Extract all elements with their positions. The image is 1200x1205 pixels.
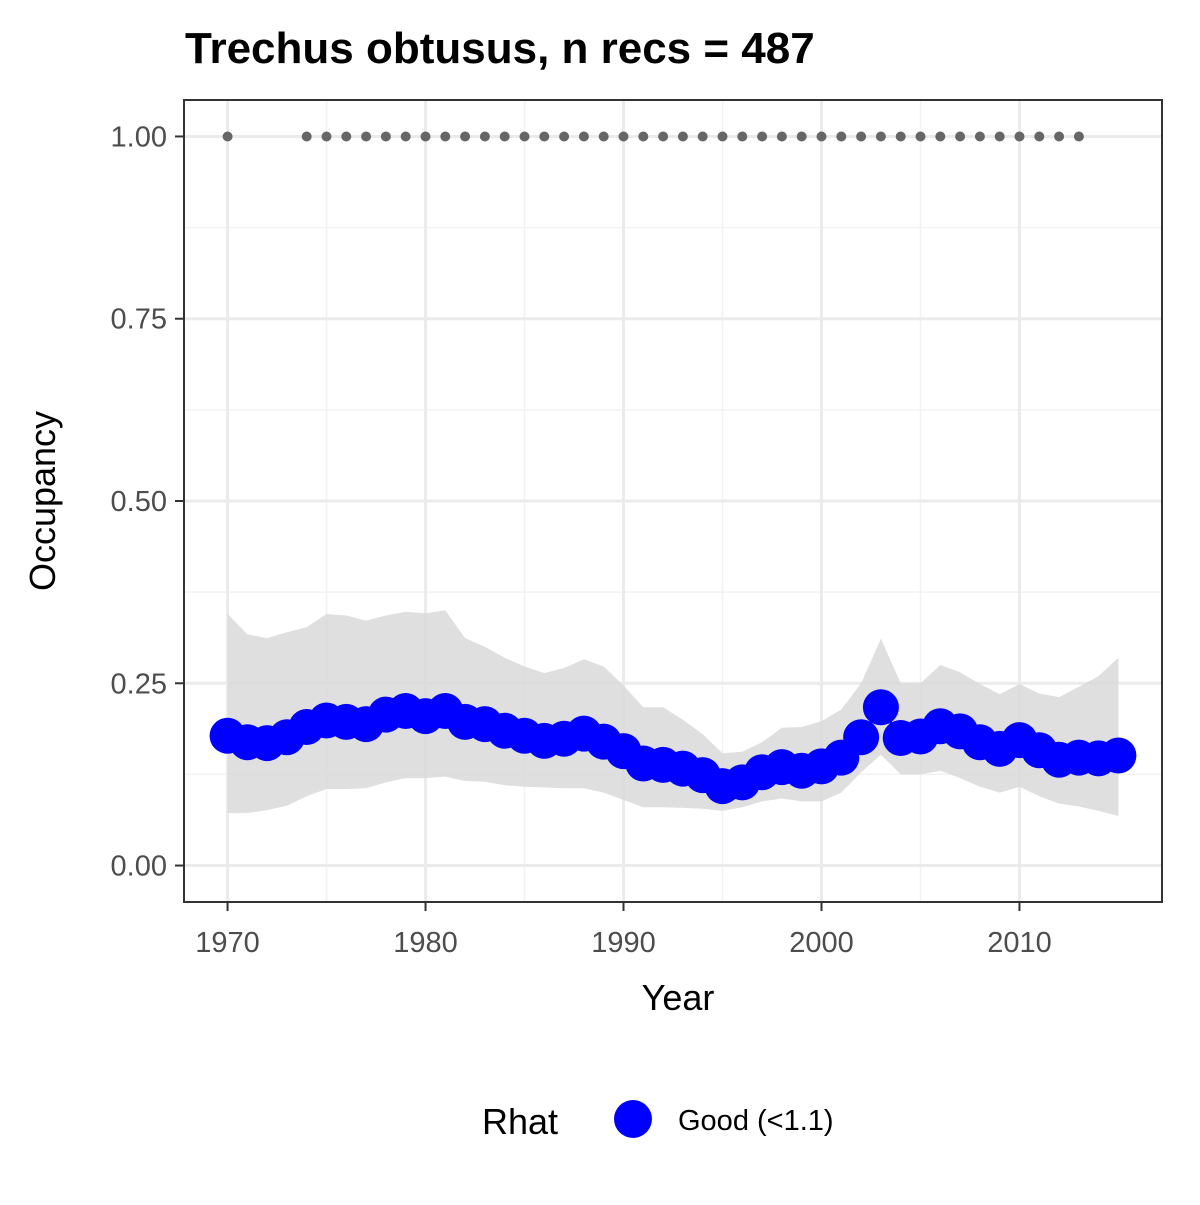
record-point [816,131,827,142]
occupancy-point [862,689,899,726]
record-point [856,131,867,142]
record-point [499,131,510,142]
record-points-layer [222,131,1084,142]
record-point [895,131,906,142]
record-point [1034,131,1045,142]
legend: Rhat Good (<1.1) [482,1100,834,1142]
record-point [301,131,312,142]
x-tick-label: 1990 [591,927,656,959]
record-point [737,131,748,142]
record-point [222,131,233,142]
chart-title: Trechus obtusus, n recs = 487 [185,24,815,73]
x-tick-label: 2010 [987,927,1052,959]
record-point [341,131,352,142]
record-point [440,131,451,142]
occupancy-points-layer [209,689,1137,805]
x-tick-label: 1970 [195,927,260,959]
y-tick-label: 0.25 [111,668,167,700]
y-tick-label: 0.75 [111,304,167,336]
record-point [1073,131,1084,142]
record-point [380,131,391,142]
record-point [974,131,985,142]
record-point [796,131,807,142]
record-point [400,131,411,142]
record-point [420,131,431,142]
record-point [915,131,926,142]
occupancy-point [1100,737,1137,774]
legend-title: Rhat [482,1101,558,1142]
record-point [578,131,589,142]
axes: 1970 1980 1990 2000 2010 0.00 0.25 0.50 0.75 1.00 [111,121,1052,959]
record-point [955,131,966,142]
x-axis-title: Year [642,977,715,1018]
record-point [519,131,530,142]
record-point [361,131,372,142]
record-point [717,131,728,142]
y-tick-label: 1.00 [111,121,167,153]
occupancy-point [843,719,880,756]
record-point [479,131,490,142]
record-point [321,131,332,142]
record-point [776,131,787,142]
record-point [935,131,946,142]
record-point [994,131,1005,142]
y-tick-label: 0.50 [111,486,167,518]
record-point [638,131,649,142]
record-point [677,131,688,142]
record-point [658,131,669,142]
y-tick-label: 0.00 [111,851,167,883]
record-point [618,131,629,142]
x-tick-label: 2000 [789,927,854,959]
record-point [697,131,708,142]
record-point [875,131,886,142]
record-point [757,131,768,142]
confidence-ribbon [227,610,1119,816]
confidence-ribbon-layer [227,610,1119,816]
legend-label-good: Good (<1.1) [678,1105,834,1137]
record-point [1054,131,1065,142]
x-tick-label: 1980 [393,927,458,959]
record-point [460,131,471,142]
y-axis-title: Occupancy [22,411,63,591]
record-point [598,131,609,142]
record-point [1014,131,1025,142]
record-point [539,131,550,142]
record-point [836,131,847,142]
legend-key-good [614,1100,652,1138]
record-point [559,131,570,142]
